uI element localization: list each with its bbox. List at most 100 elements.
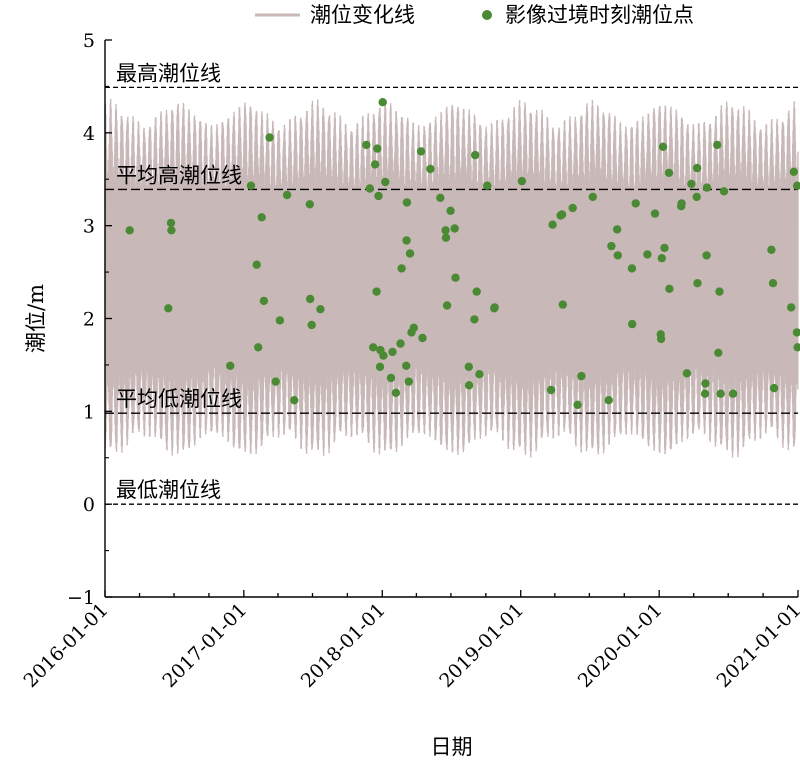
tide-point — [548, 220, 557, 229]
tide-point — [475, 370, 484, 379]
tide-point — [409, 323, 418, 332]
x-tick-label: 2016-01-01 — [20, 599, 113, 692]
tide-point — [446, 206, 455, 215]
tide-point — [577, 371, 586, 381]
reference-line-label: 最高潮位线 — [116, 61, 221, 85]
tide-point — [657, 254, 666, 263]
tide-point — [682, 369, 692, 378]
tide-point — [252, 260, 261, 269]
tide-point — [362, 140, 371, 150]
tide-point — [370, 160, 380, 169]
tide-point — [719, 187, 729, 196]
tide-point — [628, 319, 637, 329]
tide-point — [396, 339, 405, 348]
tide-point — [793, 343, 800, 352]
tide-point — [306, 294, 315, 304]
tide-point — [305, 200, 314, 209]
tide-point — [728, 389, 738, 398]
tide-point — [660, 243, 669, 253]
tide-point — [716, 389, 725, 398]
tide-point — [450, 224, 459, 233]
x-tick-label: 2017-01-01 — [158, 599, 251, 692]
tide-point — [167, 226, 176, 235]
y-tick-label: 0 — [83, 494, 95, 516]
tide-point — [612, 225, 622, 234]
legend: 潮位变化线 影像过境时刻潮位点 — [255, 3, 694, 27]
tide-point — [471, 150, 480, 160]
tide-point — [271, 377, 280, 386]
tide-point — [397, 264, 406, 273]
tide-point — [607, 241, 616, 251]
tide-point — [687, 179, 696, 189]
y-tick-label: 2 — [83, 309, 95, 331]
tide-point — [254, 343, 263, 352]
tide-point — [558, 300, 567, 309]
tide-point — [588, 192, 597, 202]
legend-point-swatch — [482, 10, 492, 20]
tide-point — [404, 377, 413, 386]
tide-point — [470, 315, 479, 324]
tide-line — [104, 98, 799, 458]
tide-point — [631, 199, 640, 208]
tide-point — [787, 303, 796, 312]
tide-point — [793, 181, 800, 190]
tide-point — [658, 142, 668, 151]
reference-line-label: 最低潮位线 — [116, 478, 221, 502]
legend-label: 潮位变化线 — [310, 3, 415, 27]
tide-point — [713, 140, 722, 150]
x-tick-label: 2020-01-01 — [574, 599, 667, 692]
y-tick-label: 3 — [83, 216, 95, 238]
tide-point — [693, 279, 702, 288]
tide-point — [166, 218, 176, 228]
y-tick-label: −1 — [67, 587, 95, 609]
tide-point — [517, 176, 527, 186]
tide-point — [388, 347, 397, 357]
tide-point — [391, 388, 401, 397]
tide-point — [789, 167, 798, 176]
tide-point — [656, 334, 666, 344]
tide-point — [375, 362, 385, 371]
tide-point — [164, 304, 173, 313]
tide-point — [573, 400, 582, 409]
tide-point — [692, 163, 702, 173]
tide-point — [402, 198, 412, 207]
tide-point — [714, 348, 723, 357]
tide-point — [643, 250, 652, 259]
tide-point — [664, 168, 674, 177]
y-axis-title: 潮位/m — [24, 284, 48, 353]
tide-point — [627, 264, 637, 273]
tide-point — [442, 301, 452, 310]
tide-point — [441, 233, 451, 242]
tide-point — [402, 236, 411, 245]
tide-point — [464, 362, 473, 371]
tide-point — [416, 147, 426, 156]
tide-point — [275, 316, 285, 325]
tide-point — [378, 98, 387, 107]
tide-point — [125, 226, 134, 235]
tide-point — [379, 351, 388, 360]
tide-point — [451, 273, 460, 282]
reference-line-label: 平均低潮位线 — [116, 387, 242, 411]
tide-point — [604, 396, 613, 405]
tide-point — [568, 203, 577, 213]
tide-point — [381, 177, 390, 187]
x-axis-title: 日期 — [431, 735, 473, 759]
tide-line-layer — [104, 98, 799, 458]
tide-points — [125, 98, 800, 409]
tide-point — [665, 284, 674, 293]
tide-point — [307, 320, 316, 330]
tide-point — [677, 199, 686, 208]
tide-point — [472, 287, 481, 296]
tide-point — [365, 184, 374, 193]
y-tick-label: 5 — [83, 30, 95, 52]
tide-point — [436, 193, 445, 202]
tide-point — [483, 181, 492, 190]
tide-point — [701, 379, 710, 388]
tide-point — [290, 396, 299, 405]
tide-point — [650, 209, 660, 218]
tide-point — [441, 226, 450, 235]
tide-point — [767, 245, 776, 254]
tide-point — [546, 385, 556, 395]
